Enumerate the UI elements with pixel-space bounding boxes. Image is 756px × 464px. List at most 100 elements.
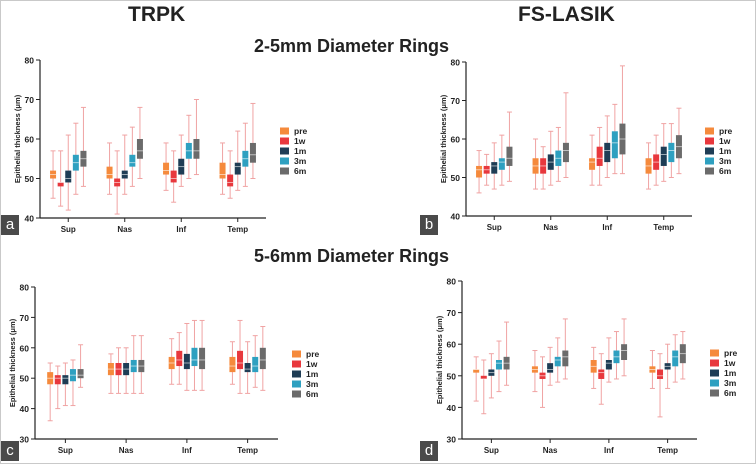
legend-label-1w: 1w (719, 136, 731, 146)
title-5-6mm-rings: 5-6mm Diameter Rings (254, 246, 450, 266)
category-label-temp: Temp (227, 225, 248, 234)
box-pre (106, 166, 113, 179)
box-6m (193, 139, 200, 159)
legend-swatch-6m (292, 390, 301, 398)
y-tick-label: 60 (20, 343, 30, 353)
box-1m (244, 363, 251, 373)
legend-label-3m: 3m (306, 379, 319, 389)
y-tick-label: 50 (451, 173, 461, 183)
box-1w (54, 375, 61, 385)
category-label-nas: Nas (543, 223, 558, 232)
legend-swatch-1m (292, 370, 301, 378)
box-3m (672, 350, 679, 367)
box-6m (621, 344, 628, 360)
y-tick-label: 80 (447, 277, 457, 287)
box-3m (129, 154, 136, 167)
legend-label-3m: 3m (724, 378, 737, 388)
y-tick-label: 70 (447, 308, 457, 318)
box-pre (219, 162, 226, 179)
category-label-temp: Temp (237, 446, 258, 455)
y-tick-label: 60 (447, 340, 457, 350)
legend-swatch-1w (292, 360, 301, 368)
box-3m (611, 131, 618, 159)
box-6m (259, 347, 266, 370)
y-tick-label: 80 (20, 283, 30, 293)
box-pre (229, 356, 236, 373)
box-1w (657, 369, 664, 379)
box-1w (170, 170, 177, 183)
box-6m (562, 350, 569, 367)
legend-swatch-1w (280, 137, 289, 145)
y-tick-label: 40 (20, 404, 30, 414)
y-tick-label: 40 (451, 212, 461, 222)
legend-label-1w: 1w (294, 136, 306, 146)
box-pre (476, 165, 483, 178)
legend-swatch-3m (705, 157, 714, 165)
title-2-5mm-rings: 2-5mm Diameter Rings (254, 36, 450, 56)
box-1m (547, 363, 554, 373)
box-1m (604, 142, 611, 163)
category-label-inf: Inf (176, 225, 186, 234)
legend-label-1m: 1m (724, 368, 737, 378)
category-label-inf: Inf (604, 446, 614, 455)
box-3m (498, 158, 505, 170)
box-3m (554, 356, 561, 367)
y-tick-label: 50 (447, 371, 457, 381)
title-trpk: TRPK (128, 3, 186, 26)
panel-letter-d: d (420, 441, 438, 461)
box-1m (65, 170, 72, 183)
box-1w (237, 350, 244, 370)
panel-letter-b: b (420, 215, 438, 235)
category-label-inf: Inf (602, 223, 612, 232)
y-tick-label: 60 (25, 135, 35, 145)
category-label-sup: Sup (58, 446, 73, 455)
legend-swatch-pre (705, 127, 714, 135)
legend-label-pre: pre (294, 126, 308, 136)
legend-label-3m: 3m (294, 156, 307, 166)
box-6m (77, 369, 84, 379)
legend-swatch-3m (280, 157, 289, 165)
box-1w (598, 369, 605, 379)
legend-swatch-1m (710, 369, 719, 377)
box-1w (57, 182, 64, 187)
box-3m (191, 347, 198, 367)
y-axis-label: Epithelial thickness (μm) (8, 318, 17, 407)
legend-swatch-1m (705, 147, 714, 155)
legend-label-1w: 1w (724, 358, 736, 368)
legend-label-1m: 1m (306, 369, 319, 379)
box-pre (163, 162, 170, 175)
legend-label-1m: 1m (294, 146, 307, 156)
y-tick-label: 40 (25, 214, 35, 224)
box-6m (506, 146, 513, 166)
y-tick-label: 70 (20, 313, 30, 323)
box-pre (473, 369, 480, 373)
category-label-nas: Nas (119, 446, 134, 455)
box-1m (62, 375, 69, 385)
box-6m (249, 142, 256, 163)
legend-label-pre: pre (306, 349, 320, 359)
box-pre (589, 158, 596, 170)
legend-swatch-6m (280, 167, 289, 175)
y-tick-label: 50 (20, 374, 30, 384)
box-6m (562, 142, 569, 163)
category-label-nas: Nas (117, 225, 132, 234)
legend-label-1m: 1m (719, 146, 732, 156)
y-axis-label: Epithelial thickness (μm) (439, 94, 448, 183)
category-label-sup: Sup (61, 225, 76, 234)
legend-swatch-3m (292, 380, 301, 388)
y-tick-label: 30 (447, 435, 457, 445)
legend-swatch-pre (292, 350, 301, 358)
title-fs-lasik: FS-LASIK (518, 3, 615, 26)
legend-label-pre: pre (724, 348, 738, 358)
legend-swatch-3m (710, 379, 719, 387)
category-label-temp: Temp (657, 446, 678, 455)
y-tick-label: 70 (25, 95, 35, 105)
legend-label-6m: 6m (724, 388, 737, 398)
box-3m (495, 360, 502, 370)
legend-swatch-1w (710, 359, 719, 367)
panel-letter-c: c (1, 441, 19, 461)
box-1w (227, 174, 234, 187)
